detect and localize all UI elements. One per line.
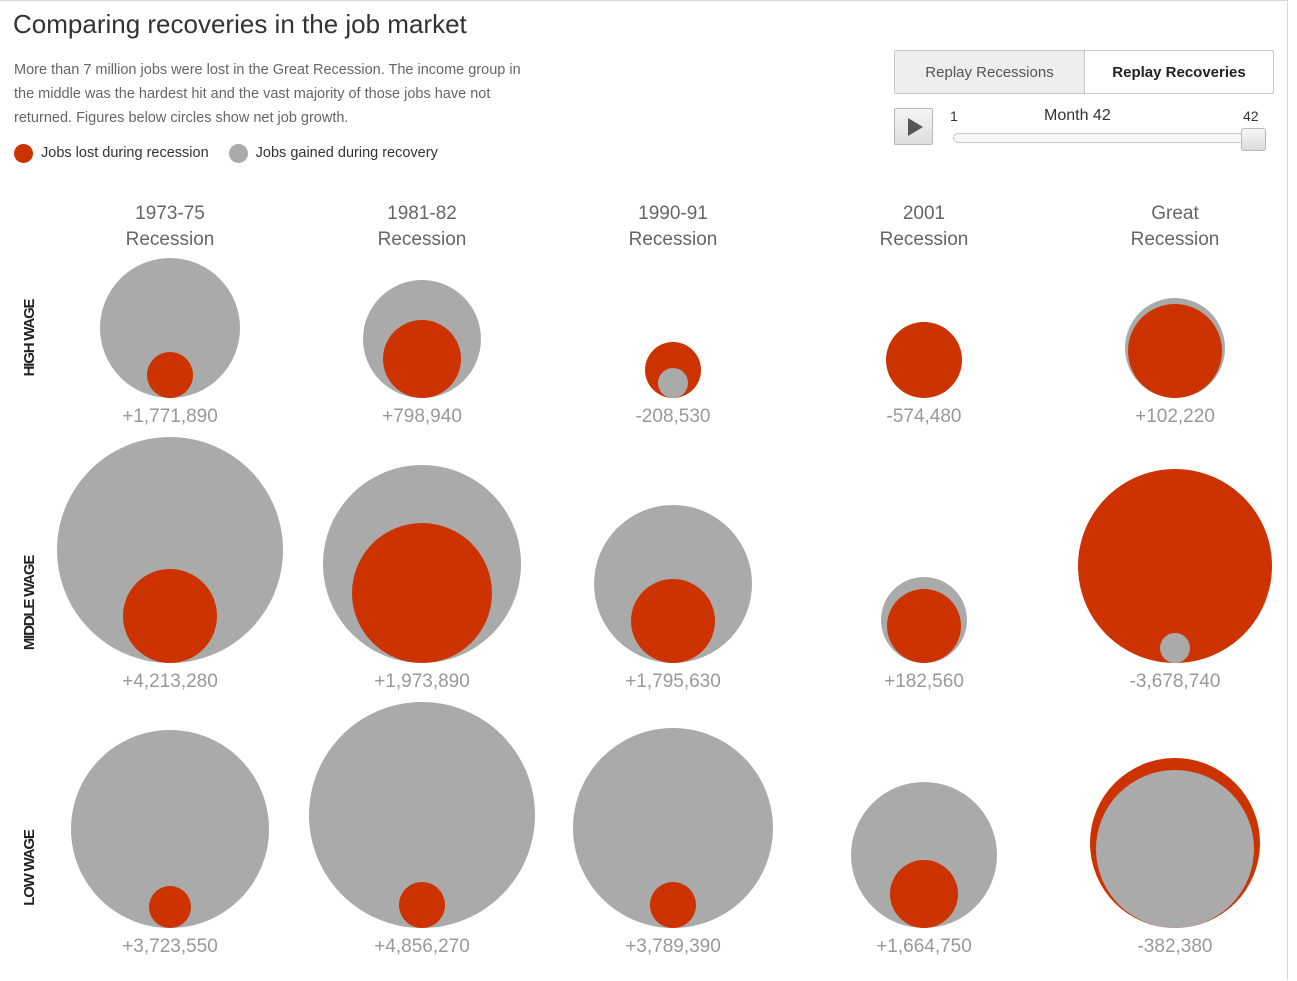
- column-header: 2001 Recession: [824, 201, 1024, 253]
- column-header-line: 1981-82: [387, 203, 457, 224]
- legend-label-gained: Jobs gained during recovery: [255, 145, 438, 161]
- row-label: MIDDLE WAGE: [21, 555, 38, 651]
- intro-line: returned. Figures below circles show net…: [14, 110, 349, 126]
- intro-line: More than 7 million jobs were lost in th…: [14, 62, 521, 78]
- gained-swatch-icon: [228, 143, 248, 163]
- page-title: Comparing recoveries in the job market: [13, 9, 467, 39]
- jobs-lost-circle: [147, 352, 193, 398]
- net-growth-label: +1,795,630: [625, 671, 721, 692]
- net-growth-label: -382,380: [1137, 936, 1213, 957]
- intro-line: the middle was the hardest hit and the v…: [14, 86, 491, 102]
- jobs-lost-circle: [399, 882, 445, 928]
- net-growth-label: +1,973,890: [374, 671, 470, 692]
- jobs-lost-circle: [1078, 469, 1272, 663]
- replay-toggle: Replay Recessions Replay Recoveries: [894, 50, 1274, 94]
- column-header-line: 1973-75: [135, 203, 205, 224]
- month-slider-track[interactable]: [953, 133, 1266, 143]
- column-header: 1990-91 Recession: [573, 201, 773, 253]
- play-icon[interactable]: [894, 108, 933, 145]
- slider-min-label: 1: [950, 108, 958, 124]
- slider-current-label: Month 42: [1044, 107, 1111, 124]
- legend-item-lost: Jobs lost during recession: [14, 143, 209, 163]
- net-growth-label: +4,213,280: [122, 671, 218, 692]
- column-header: 1981-82 Recession: [322, 201, 522, 253]
- lost-swatch-icon: [14, 143, 33, 163]
- jobs-gained-circle: [1096, 770, 1254, 928]
- row-label: LOW WAGE: [21, 830, 38, 906]
- jobs-lost-circle: [123, 569, 217, 663]
- net-growth-label: -574,480: [886, 406, 962, 427]
- net-growth-label: -3,678,740: [1129, 671, 1221, 692]
- net-growth-label: +3,723,550: [122, 936, 218, 957]
- jobs-gained-circle: [658, 368, 688, 398]
- month-slider-handle[interactable]: [1241, 128, 1266, 151]
- legend-item-gained: Jobs gained during recovery: [228, 143, 438, 163]
- jobs-lost-circle: [631, 579, 715, 663]
- jobs-lost-circle: [886, 322, 962, 398]
- jobs-lost-circle: [650, 882, 696, 928]
- net-growth-label: -208,530: [635, 406, 711, 427]
- jobs-gained-circle: [1160, 633, 1190, 663]
- column-header-line: Great: [1151, 203, 1199, 224]
- jobs-lost-circle: [1128, 304, 1222, 398]
- column-header-line: Recession: [125, 229, 215, 250]
- column-header: Great Recession: [1075, 201, 1275, 253]
- slider-max-label: 42: [1243, 108, 1259, 124]
- column-header-line: Recession: [879, 229, 969, 250]
- column-header-line: Recession: [1130, 229, 1220, 250]
- jobs-lost-circle: [149, 886, 191, 928]
- replay-recoveries-button[interactable]: Replay Recoveries: [1085, 51, 1273, 93]
- intro-text: More than 7 million jobs were lost in th…: [14, 58, 674, 130]
- legend-label-lost: Jobs lost during recession: [41, 145, 209, 161]
- replay-recessions-button[interactable]: Replay Recessions: [895, 51, 1085, 93]
- net-growth-label: +3,789,390: [625, 936, 721, 957]
- jobs-lost-circle: [383, 320, 461, 398]
- jobs-lost-circle: [890, 860, 958, 928]
- net-growth-label: +1,771,890: [122, 406, 218, 427]
- net-growth-label: +4,856,270: [374, 936, 470, 957]
- net-growth-label: +102,220: [1135, 406, 1215, 427]
- jobs-lost-circle: [887, 589, 961, 663]
- row-label: HIGH WAGE: [21, 299, 38, 377]
- column-header-line: Recession: [377, 229, 467, 250]
- net-growth-label: +182,560: [884, 671, 964, 692]
- net-growth-label: +798,940: [382, 406, 462, 427]
- jobs-lost-circle: [352, 523, 492, 663]
- column-header-line: 2001: [902, 203, 946, 224]
- column-header: 1973-75 Recession: [70, 201, 270, 253]
- column-header-line: Recession: [628, 229, 718, 250]
- column-header-line: 1990-91: [638, 203, 708, 224]
- net-growth-label: +1,664,750: [876, 936, 972, 957]
- legend: Jobs lost during recession Jobs gained d…: [14, 142, 458, 164]
